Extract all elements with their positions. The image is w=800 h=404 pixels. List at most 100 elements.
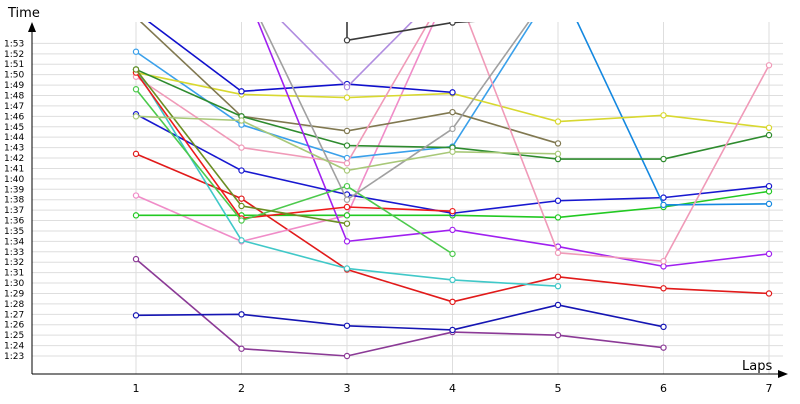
y-tick-label: 1:34 <box>4 237 24 247</box>
data-point <box>343 322 351 329</box>
series-2 <box>132 301 667 334</box>
data-point <box>238 167 245 174</box>
y-tick-label: 1:33 <box>4 248 24 258</box>
data-point <box>554 249 562 257</box>
x-tick-label: 3 <box>344 382 351 395</box>
data-point <box>343 203 351 211</box>
data-point <box>765 188 773 195</box>
data-point <box>343 94 351 101</box>
y-tick-label: 1:31 <box>4 269 24 279</box>
y-tick-label: 1:42 <box>4 154 24 164</box>
data-point <box>554 140 562 147</box>
x-tick-label: 7 <box>766 382 773 395</box>
data-point <box>343 220 351 227</box>
data-point <box>554 150 562 158</box>
data-point <box>343 196 351 203</box>
y-tick-label: 1:37 <box>4 206 24 216</box>
data-point <box>554 301 562 309</box>
data-point <box>765 182 773 190</box>
data-point <box>238 237 245 244</box>
data-point <box>343 238 351 245</box>
y-tick-label: 1:41 <box>4 164 24 174</box>
data-point <box>238 311 245 318</box>
y-tick-label: 1:39 <box>4 185 24 195</box>
series-7 <box>132 22 533 162</box>
series-line <box>135 72 453 220</box>
series-line <box>260 22 530 201</box>
y-axis-arrow <box>28 22 36 32</box>
series-line <box>147 22 453 94</box>
series-22 <box>343 22 476 44</box>
series-13 <box>281 22 413 91</box>
data-point <box>765 131 773 139</box>
data-point <box>660 257 667 265</box>
data-point <box>343 83 351 91</box>
y-tick-label: 1:44 <box>4 133 24 143</box>
data-point <box>554 214 562 221</box>
data-point <box>449 148 456 155</box>
data-point <box>343 160 351 167</box>
data-point <box>238 345 245 352</box>
data-point <box>554 197 562 204</box>
data-point <box>132 113 140 120</box>
series-19 <box>132 66 351 227</box>
axes <box>28 22 788 378</box>
x-tick-label: 1 <box>133 382 140 395</box>
data-point <box>660 112 667 119</box>
series-18 <box>132 86 456 258</box>
y-tick-label: 1:36 <box>4 217 24 227</box>
data-point <box>343 352 351 360</box>
data-point <box>660 155 667 163</box>
data-point <box>343 212 351 219</box>
data-point <box>132 48 140 55</box>
data-point <box>660 344 667 351</box>
grid <box>32 22 783 374</box>
x-tick-label: 4 <box>449 382 456 395</box>
y-tick-label: 1:35 <box>4 227 24 237</box>
data-point <box>343 167 351 174</box>
data-point <box>238 217 245 224</box>
data-point <box>132 86 140 93</box>
series-12 <box>147 22 456 96</box>
y-tick-label: 1:45 <box>4 123 24 133</box>
data-point <box>765 290 773 297</box>
data-point <box>132 255 140 263</box>
data-point <box>554 273 562 281</box>
y-tick-label: 1:53 <box>4 39 24 49</box>
data-point <box>132 212 140 219</box>
series-line <box>135 304 664 331</box>
series-layer <box>132 22 773 360</box>
data-point <box>132 192 140 199</box>
data-point <box>343 182 351 190</box>
data-point <box>343 127 351 135</box>
series-16 <box>132 66 562 290</box>
series-4 <box>132 22 435 245</box>
labels-layer: 1:231:241:251:261:271:281:291:301:311:32… <box>4 6 773 395</box>
data-point <box>238 144 245 151</box>
series-14 <box>257 22 773 270</box>
series-21 <box>132 113 562 174</box>
y-tick-label: 1:50 <box>4 71 24 81</box>
y-tick-label: 1:49 <box>4 81 24 91</box>
data-point <box>449 250 456 258</box>
data-point <box>765 200 773 208</box>
series-line <box>346 22 476 42</box>
data-point <box>449 226 456 234</box>
series-17 <box>132 69 456 222</box>
series-line <box>257 22 770 268</box>
data-point <box>765 124 773 132</box>
series-line <box>135 88 453 255</box>
data-point <box>132 150 140 158</box>
y-tick-label: 1:30 <box>4 279 24 289</box>
data-point <box>449 108 456 116</box>
data-point <box>765 250 773 258</box>
data-point <box>449 125 456 133</box>
data-point <box>449 89 456 96</box>
y-tick-label: 1:29 <box>4 289 24 299</box>
data-point <box>554 118 562 125</box>
data-point <box>660 263 667 270</box>
data-point <box>449 207 456 215</box>
y-tick-label: 1:27 <box>4 310 24 320</box>
x-tick-label: 2 <box>238 382 245 395</box>
